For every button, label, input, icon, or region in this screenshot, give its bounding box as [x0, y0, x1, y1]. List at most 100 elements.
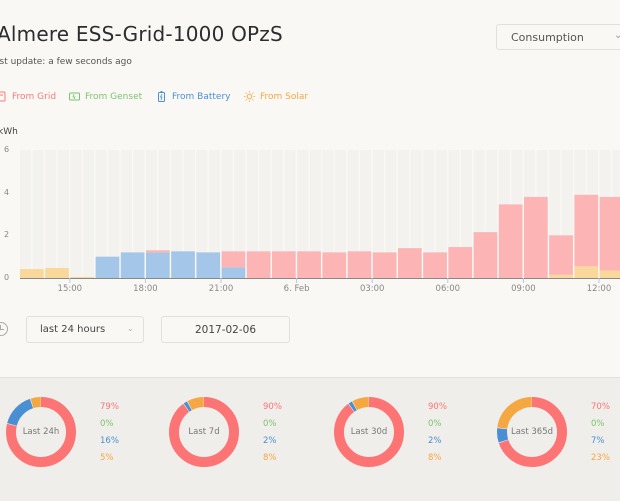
percent-solar: 23% [591, 453, 610, 463]
plot-band [32, 150, 44, 278]
legend-item-grid[interactable]: From Grid [0, 91, 56, 102]
genset-icon [69, 92, 80, 101]
bar-solar[interactable] [70, 276, 95, 278]
bar-battery[interactable] [171, 251, 195, 278]
plot-band [196, 150, 208, 278]
percent-grid: 90% [263, 402, 282, 412]
plot-band [322, 150, 334, 278]
plot-band [272, 150, 284, 278]
plot-band [461, 150, 473, 278]
legend-item-solar[interactable]: From Solar [244, 91, 308, 102]
x-tick-label: 21:00 [208, 284, 234, 294]
plot-band [423, 150, 435, 278]
bar-battery[interactable] [146, 252, 170, 278]
plot-band [57, 150, 69, 278]
bar-battery[interactable] [120, 252, 145, 278]
bar-grid[interactable] [398, 248, 422, 278]
plot-band [410, 150, 422, 278]
bar-solar[interactable] [599, 270, 620, 278]
y-axis-unit: kWh [0, 127, 18, 137]
x-tick-label: 09:00 [511, 284, 536, 294]
bar-grid[interactable] [246, 251, 271, 278]
view-select[interactable]: Consumption ⌄ [496, 24, 620, 50]
percent-genset: 0% [100, 419, 114, 429]
donut-chart [334, 397, 404, 467]
bar-grid[interactable] [448, 247, 473, 278]
plot-band [297, 150, 309, 278]
bar-grid[interactable] [473, 232, 498, 278]
bar-grid[interactable] [272, 251, 296, 278]
donut-slice-grid[interactable] [334, 397, 404, 467]
percent-solar: 8% [428, 453, 442, 463]
plot-band [372, 150, 384, 278]
donut-period-label: Last 365d [510, 427, 554, 437]
donut-period-label: Last 30d [350, 427, 388, 437]
plot-band [473, 150, 485, 278]
bar-grid[interactable] [297, 251, 321, 278]
bar-grid[interactable] [372, 252, 397, 278]
legend-item-battery[interactable]: From Battery [156, 91, 230, 102]
bar-battery[interactable] [221, 267, 246, 278]
y-tick: 6 [4, 145, 10, 154]
chevron-down-icon: ⌄ [127, 324, 134, 333]
plot-band [335, 150, 347, 278]
bar-grid[interactable] [221, 251, 246, 268]
bar-solar[interactable] [45, 267, 69, 278]
range-select-value: last 24 hours [40, 324, 106, 335]
plot-band [83, 150, 95, 278]
plot-band [133, 150, 145, 278]
page-title: Almere ESS-Grid-1000 OPzS [0, 22, 283, 46]
y-tick: 2 [4, 230, 10, 239]
bar-grid[interactable] [423, 252, 447, 278]
sun-icon [244, 91, 255, 102]
plot-band [183, 150, 195, 278]
x-tick-label: 18:00 [133, 284, 158, 294]
donut-slice-grid[interactable] [6, 397, 76, 467]
bar-grid[interactable] [347, 251, 372, 278]
plot-band [70, 150, 82, 278]
plot-band [309, 150, 321, 278]
plot-band [234, 150, 246, 278]
percent-battery: 2% [428, 436, 442, 446]
plot-band [209, 150, 221, 278]
x-tick-label: 15:00 [57, 284, 83, 294]
plot-band [246, 150, 258, 278]
bar-grid[interactable] [524, 196, 548, 278]
plot-band [158, 150, 170, 278]
donut-slice-grid[interactable] [497, 397, 567, 467]
percent-battery: 7% [591, 436, 605, 446]
plot-band [398, 150, 410, 278]
legend-item-genset[interactable]: From Genset [69, 91, 142, 102]
bar-solar[interactable] [574, 266, 599, 278]
bar-battery[interactable] [196, 252, 221, 278]
bar-battery[interactable] [95, 256, 120, 278]
plot-band [120, 150, 132, 278]
bar-grid[interactable] [146, 250, 170, 253]
plot-band [45, 150, 57, 278]
percent-grid: 90% [428, 402, 447, 412]
date-input[interactable]: 2017-02-06 [161, 316, 290, 343]
bar-grid[interactable] [322, 252, 347, 278]
plot-band [561, 150, 573, 278]
plot-band [259, 150, 271, 278]
bar-solar[interactable] [549, 274, 573, 278]
bar-grid[interactable] [549, 235, 573, 275]
bar-grid[interactable] [599, 196, 620, 271]
battery-icon [158, 91, 165, 102]
legend-label: From Solar [260, 91, 309, 102]
donut-period-label: Last 7d [188, 427, 220, 437]
plot-band [20, 150, 32, 278]
plot-band [486, 150, 498, 278]
clock-icon [0, 322, 8, 336]
x-tick-label: 06:00 [435, 284, 461, 294]
plot-band [221, 150, 233, 278]
bar-solar[interactable] [20, 269, 44, 278]
donut-period-label: Last 24h [22, 427, 60, 437]
donut-slice-grid[interactable] [169, 397, 239, 467]
bar-grid[interactable] [498, 204, 523, 278]
chevron-down-icon: ⌄ [614, 30, 620, 41]
percent-genset: 0% [591, 419, 605, 429]
bar-grid[interactable] [574, 194, 599, 267]
donut-slice-battery[interactable] [497, 397, 567, 467]
range-select[interactable]: last 24 hours ⌄ [26, 316, 144, 343]
